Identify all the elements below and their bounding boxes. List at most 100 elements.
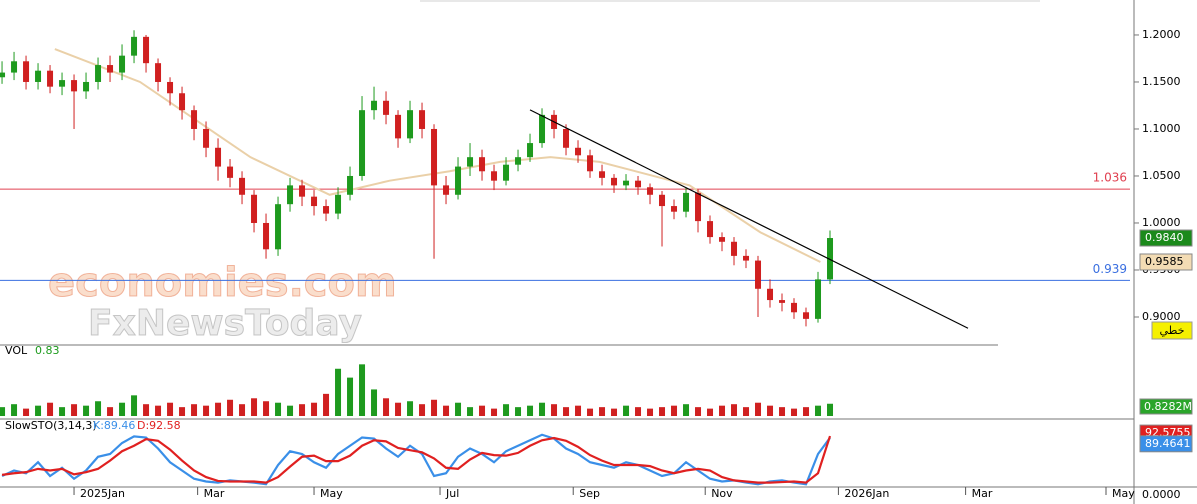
- volume-bar: [767, 405, 774, 416]
- volume-bar: [419, 404, 426, 416]
- candle-body: [335, 194, 342, 214]
- volume-bar: [287, 405, 294, 416]
- volume-bar: [395, 402, 402, 416]
- candle-body: [491, 171, 498, 181]
- stochastic-d: D:92.58: [137, 419, 181, 432]
- volume-bar: [599, 407, 606, 416]
- candle-body: [179, 93, 186, 111]
- candle-body: [347, 175, 354, 195]
- candle-body: [527, 143, 534, 158]
- volume-bar: [299, 404, 306, 416]
- candle-body: [635, 180, 642, 188]
- candle-body: [479, 157, 486, 172]
- volume-bar: [623, 405, 630, 416]
- volume-bar: [323, 393, 330, 416]
- candle-body: [611, 177, 618, 186]
- candle-body: [779, 300, 786, 303]
- candle-body: [683, 192, 690, 212]
- watermark: FxNewsToday: [88, 303, 362, 344]
- candle-body: [815, 279, 822, 319]
- volume-bar: [23, 408, 30, 416]
- y-tick-label: 1.1500: [1142, 75, 1181, 88]
- x-tick-label: Mar: [972, 487, 993, 500]
- candle-body: [299, 185, 306, 197]
- candle-body: [0, 72, 6, 78]
- candle-body: [107, 65, 114, 73]
- volume-bar: [467, 407, 474, 416]
- volume-bar: [263, 401, 270, 416]
- volume-bar: [191, 404, 198, 416]
- volume-bar: [311, 402, 318, 416]
- volume-bar: [407, 401, 414, 416]
- volume-bar: [563, 407, 570, 416]
- volume-bar: [539, 402, 546, 416]
- candle-body: [827, 238, 834, 280]
- candle-body: [359, 110, 366, 176]
- volume-bar: [131, 395, 138, 416]
- candle-body: [575, 147, 582, 156]
- volume-bar: [119, 402, 126, 416]
- candle-body: [791, 302, 798, 313]
- volume-bar: [59, 407, 66, 416]
- candle-body: [695, 192, 702, 222]
- volume-bar: [347, 377, 354, 416]
- candle-body: [671, 206, 678, 212]
- candle-body: [323, 206, 330, 214]
- candle-body: [767, 288, 774, 301]
- volume-bar: [491, 408, 498, 416]
- y-tick-label: 1.0500: [1142, 169, 1181, 182]
- x-tick-label: Mar: [204, 487, 225, 500]
- stochastic-line: [1, 435, 832, 484]
- candle-body: [215, 147, 222, 167]
- candle-body: [155, 63, 162, 82]
- candle-body: [143, 36, 150, 64]
- stochastic-tick-label: 0.0000: [1142, 488, 1181, 501]
- volume-bar: [779, 407, 786, 416]
- top-bar: [420, 0, 1040, 2]
- stochastic-last-box: [1139, 435, 1193, 453]
- scale-box: [1151, 321, 1193, 340]
- volume-bar: [0, 407, 6, 416]
- volume-bar: [359, 364, 366, 416]
- x-tick-label: 2025Jan: [80, 487, 125, 500]
- candle-body: [83, 81, 90, 92]
- candle-body: [383, 100, 390, 115]
- candle-body: [371, 100, 378, 111]
- candle-body: [719, 237, 726, 242]
- candle-body: [587, 155, 594, 172]
- volume-bar: [731, 404, 738, 416]
- volume-bar: [83, 405, 90, 416]
- candle-body: [395, 114, 402, 139]
- candle-body: [731, 241, 738, 256]
- candle-body: [407, 110, 414, 139]
- candle-body: [743, 255, 750, 261]
- volume-bar: [227, 399, 234, 416]
- stochastic-title: SlowSTO(3,14,3): [5, 419, 97, 432]
- volume-bar: [71, 404, 78, 416]
- candle-body: [311, 196, 318, 207]
- volume-bar: [155, 405, 162, 416]
- candle-body: [167, 81, 174, 94]
- volume-bar: [671, 405, 678, 416]
- ma-last-box: [1139, 253, 1193, 271]
- volume-bar: [515, 407, 522, 416]
- y-tick-label: 1.1000: [1142, 122, 1181, 135]
- stochastic-line: [1, 433, 831, 486]
- y-tick-label: 1.0000: [1142, 216, 1181, 229]
- watermark: economies.com: [48, 260, 397, 306]
- candle-body: [23, 61, 30, 82]
- volume-bar: [431, 399, 438, 416]
- last-price-label: 0.9840: [1145, 231, 1184, 244]
- trendline: [529, 109, 969, 329]
- volume-bar: [827, 403, 834, 416]
- candle-body: [503, 164, 510, 181]
- volume-bar: [707, 408, 714, 416]
- last-price-box: [1139, 229, 1193, 247]
- candle-body: [803, 312, 810, 319]
- volume-bar: [503, 404, 510, 416]
- volume-bar: [755, 402, 762, 416]
- volume-bar: [11, 404, 18, 416]
- candle-body: [191, 110, 198, 129]
